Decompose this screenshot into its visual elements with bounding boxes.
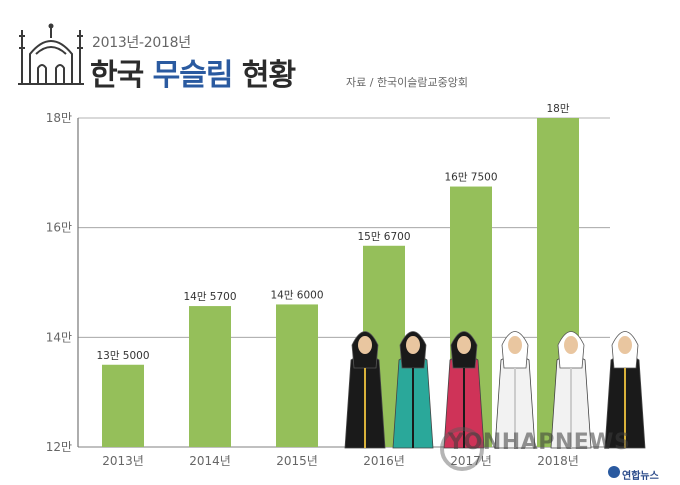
- bar: [189, 306, 231, 447]
- data-label: 13만 5000: [96, 350, 149, 362]
- people-illustration: [344, 331, 646, 449]
- title-end: 현황: [232, 58, 296, 93]
- title-main: 한국: [90, 58, 153, 93]
- person-figure: [443, 331, 485, 449]
- data-label: 16만 7500: [444, 172, 497, 184]
- subtitle: 2013년-2018년: [92, 35, 191, 51]
- data-label: 14만 6000: [270, 289, 323, 301]
- page-title: 한국 무슬림 현황: [90, 50, 296, 94]
- data-label: 18만: [546, 103, 569, 115]
- data-label: 15만 6700: [357, 231, 410, 243]
- person-figure: [550, 331, 592, 449]
- y-tick-label: 14만: [46, 330, 72, 344]
- x-tick-label: 2016년: [363, 454, 405, 468]
- y-tick-label: 18만: [46, 111, 72, 125]
- bar: [276, 304, 318, 447]
- x-tick-label: 2013년: [102, 454, 144, 468]
- source-note: 자료 / 한국이슬람교중앙회: [346, 76, 469, 89]
- y-tick-label: 12만: [46, 440, 72, 454]
- person-figure: [392, 331, 434, 449]
- agency-name: 연합뉴스: [622, 471, 659, 482]
- mosque-icon: [18, 23, 84, 85]
- x-tick-label: 2018년: [537, 454, 579, 468]
- watermark-logo: [440, 427, 484, 471]
- title-accent: 무슬림: [152, 58, 234, 93]
- data-label: 14만 5700: [183, 291, 236, 303]
- person-figure: [494, 331, 536, 449]
- watermark-text: YONHAPNEWS: [448, 430, 631, 455]
- x-tick-label: 2015년: [276, 454, 318, 468]
- agency-logo: [608, 466, 620, 478]
- person-figure: [344, 331, 386, 449]
- y-tick-label: 16만: [46, 221, 72, 235]
- x-tick-label: 2014년: [189, 454, 231, 468]
- person-figure: [604, 331, 646, 449]
- bar: [102, 364, 144, 447]
